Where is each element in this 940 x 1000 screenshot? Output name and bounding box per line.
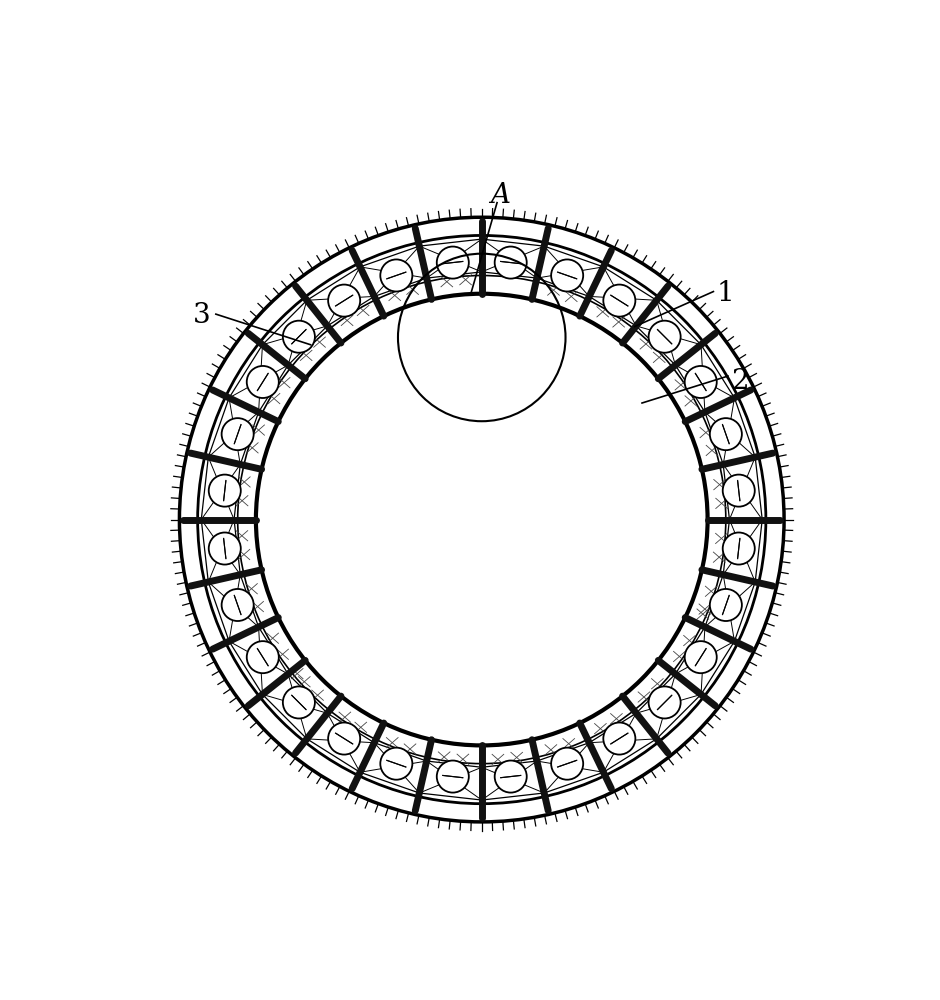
Text: 2: 2 (731, 368, 749, 395)
Circle shape (209, 475, 241, 507)
Circle shape (437, 247, 469, 279)
Circle shape (283, 686, 315, 718)
Circle shape (649, 686, 681, 718)
Circle shape (723, 475, 755, 507)
Circle shape (246, 366, 279, 398)
Circle shape (551, 259, 583, 291)
Circle shape (209, 532, 241, 565)
Circle shape (603, 723, 635, 755)
Circle shape (246, 641, 279, 673)
Circle shape (222, 418, 254, 450)
Text: 3: 3 (193, 302, 211, 329)
Circle shape (283, 321, 315, 353)
Circle shape (328, 723, 360, 755)
Circle shape (494, 761, 526, 793)
Circle shape (723, 532, 755, 565)
Circle shape (649, 321, 681, 353)
Circle shape (494, 247, 526, 279)
Text: 1: 1 (717, 280, 735, 307)
Circle shape (222, 589, 254, 621)
Circle shape (603, 285, 635, 317)
Circle shape (684, 641, 717, 673)
Circle shape (710, 418, 742, 450)
Circle shape (256, 294, 708, 745)
Circle shape (381, 259, 413, 291)
Text: A: A (490, 182, 510, 209)
Circle shape (437, 761, 469, 793)
Circle shape (684, 366, 717, 398)
Circle shape (551, 748, 583, 780)
Circle shape (328, 285, 360, 317)
Circle shape (710, 589, 742, 621)
Circle shape (381, 748, 413, 780)
